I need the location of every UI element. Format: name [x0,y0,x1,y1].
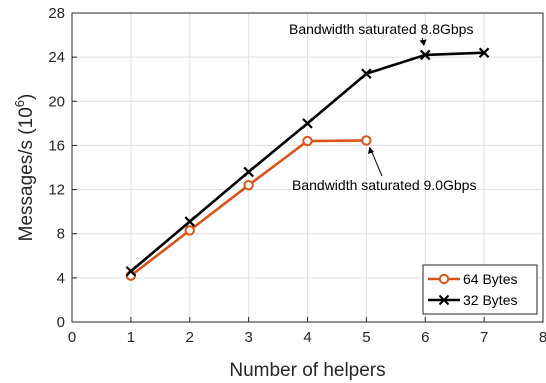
y-axis-label: Messages/s (106) [12,94,37,242]
series-32-bytes [125,47,490,277]
data-point-64-bytes [302,135,313,147]
legend-marker-32-bytes [438,294,450,306]
data-point-32-bytes [419,49,431,61]
x-tick-label: 6 [421,329,429,346]
data-point-32-bytes [243,166,254,178]
x-axis-label: Number of helpers [229,360,385,381]
y-tick-label: 28 [48,5,65,22]
x-tick-label: 4 [303,329,311,346]
legend: 64 Bytes 32 Bytes [422,264,538,315]
annotations: Bandwidth saturated 8.8Gbps Bandwidth sa… [289,21,476,193]
y-axis-label-suffix: ) [16,94,37,100]
y-axis-label-main: Messages/s (10 [16,107,37,241]
data-point-32-bytes [184,216,196,227]
y-tick-label: 8 [57,226,65,243]
x-tick-label: 3 [244,329,252,346]
annotation-9-0gbps-arrow [370,149,383,177]
annotation-9-0gbps: Bandwidth saturated 9.0Gbps [292,177,476,193]
x-tick-label: 8 [539,329,546,346]
y-axis-label-superscript: 6 [12,100,27,107]
data-point-64-bytes [243,179,254,191]
x-tick-label: 2 [186,329,194,346]
legend-marker-64-bytes [438,273,450,285]
y-tick-label: 16 [48,137,65,154]
y-tick-label: 4 [57,270,65,287]
legend-label-32-bytes: 32 Bytes [463,292,517,308]
y-tick-label: 0 [57,314,65,331]
legend-box [422,264,538,315]
series-layer [125,47,490,281]
data-point-32-bytes [478,47,490,59]
x-tick-label: 1 [127,329,135,346]
x-tick-label: 0 [68,329,76,346]
data-point-64-bytes [184,225,195,236]
data-point-32-bytes [302,118,313,129]
annotation-8-8gbps: Bandwidth saturated 8.8Gbps [289,21,473,37]
y-tick-label: 24 [48,49,65,66]
x-tick-label: 5 [362,329,370,346]
data-point-64-bytes [361,135,372,146]
y-tick-label: 20 [48,93,65,110]
data-point-32-bytes [125,265,137,277]
legend-label-64-bytes: 64 Bytes [463,271,517,287]
annotation-8-8gbps-arrowhead [419,39,427,46]
x-tick-label: 7 [480,329,488,346]
y-tick-label: 12 [48,182,65,199]
data-point-32-bytes [361,68,372,79]
annotation-9-0gbps-arrowhead [368,146,374,154]
